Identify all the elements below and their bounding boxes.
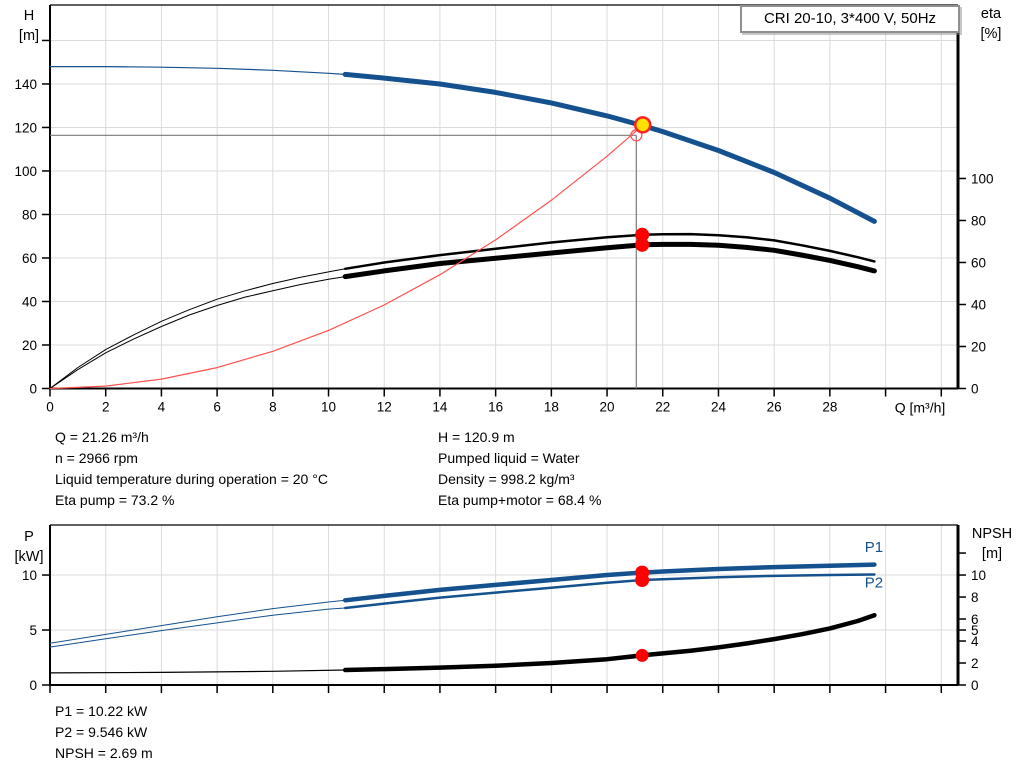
svg-text:5: 5 xyxy=(971,623,979,638)
svg-text:5: 5 xyxy=(29,623,37,638)
info-p2: P2 = 9.546 kW xyxy=(55,724,148,740)
svg-text:20: 20 xyxy=(600,400,615,415)
power-info: P1 = 10.22 kW P2 = 9.546 kW NPSH = 2.69 … xyxy=(55,701,153,764)
svg-text:12: 12 xyxy=(377,400,392,415)
svg-text:6: 6 xyxy=(971,612,979,627)
svg-text:10: 10 xyxy=(321,400,336,415)
h-axis-title-unit: [m] xyxy=(18,28,40,44)
p-axis-title-unit: [kW] xyxy=(14,549,44,565)
svg-text:P2: P2 xyxy=(865,575,883,592)
info-eta-pump: Eta pump = 73.2 % xyxy=(55,492,175,508)
svg-text:60: 60 xyxy=(22,251,37,266)
svg-text:14: 14 xyxy=(432,400,448,415)
svg-text:20: 20 xyxy=(22,338,37,353)
svg-text:80: 80 xyxy=(22,207,37,222)
svg-text:28: 28 xyxy=(822,400,837,415)
info-head: H = 120.9 m xyxy=(438,429,515,445)
svg-text:20: 20 xyxy=(971,339,986,354)
svg-text:0: 0 xyxy=(971,678,979,693)
npsh-axis-title: NPSH [m] xyxy=(962,524,1022,564)
svg-text:120: 120 xyxy=(14,120,37,135)
h-axis-title-symbol: H xyxy=(23,8,35,24)
svg-text:2: 2 xyxy=(971,656,979,671)
info-npsh: NPSH = 2.69 m xyxy=(55,745,153,761)
svg-text:40: 40 xyxy=(22,294,37,309)
info-p1: P1 = 10.22 kW xyxy=(55,703,148,719)
svg-text:10: 10 xyxy=(22,568,37,583)
svg-text:10: 10 xyxy=(971,568,986,583)
svg-text:140: 140 xyxy=(14,77,37,92)
info-eta-pump-motor: Eta pump+motor = 68.4 % xyxy=(438,492,602,508)
svg-text:24: 24 xyxy=(711,400,727,415)
svg-text:4: 4 xyxy=(158,400,166,415)
svg-text:100: 100 xyxy=(14,164,37,179)
pump-title-box: CRI 20-10, 3*400 V, 50Hz xyxy=(740,5,960,33)
info-speed: n = 2966 rpm xyxy=(55,450,138,466)
svg-text:80: 80 xyxy=(971,213,986,228)
svg-text:6: 6 xyxy=(213,400,221,415)
svg-text:22: 22 xyxy=(655,400,670,415)
eta-axis-title-symbol: eta xyxy=(980,6,1002,22)
svg-text:0: 0 xyxy=(29,382,37,397)
svg-text:16: 16 xyxy=(488,400,503,415)
svg-text:P1: P1 xyxy=(865,539,883,556)
p-axis-title: P [kW] xyxy=(6,527,52,567)
npsh-axis-title-unit: [m] xyxy=(981,546,1003,562)
svg-text:8: 8 xyxy=(269,400,277,415)
svg-text:18: 18 xyxy=(544,400,559,415)
svg-text:40: 40 xyxy=(971,297,986,312)
svg-text:4: 4 xyxy=(971,634,979,649)
p-axis-title-symbol: P xyxy=(24,529,34,545)
svg-text:0: 0 xyxy=(46,400,54,415)
svg-text:Q [m³/h]: Q [m³/h] xyxy=(895,400,946,416)
svg-text:0: 0 xyxy=(971,382,979,397)
eta-axis-title: eta [%] xyxy=(966,4,1016,44)
info-liquid-temperature: Liquid temperature during operation = 20… xyxy=(55,471,328,487)
eta-axis-title-unit: [%] xyxy=(980,26,1002,42)
duty-info-left: Q = 21.26 m³/h n = 2966 rpm Liquid tempe… xyxy=(55,427,328,511)
svg-text:60: 60 xyxy=(971,255,986,270)
info-density: Density = 998.2 kg/m³ xyxy=(438,471,575,487)
info-flow: Q = 21.26 m³/h xyxy=(55,429,149,445)
svg-text:26: 26 xyxy=(767,400,782,415)
svg-text:8: 8 xyxy=(971,590,979,605)
svg-text:2: 2 xyxy=(102,400,110,415)
duty-info-right: H = 120.9 m Pumped liquid = Water Densit… xyxy=(438,427,601,511)
info-pumped-liquid: Pumped liquid = Water xyxy=(438,450,580,466)
npsh-axis-title-symbol: NPSH xyxy=(971,526,1013,542)
svg-text:0: 0 xyxy=(29,678,37,693)
svg-text:100: 100 xyxy=(971,171,994,186)
h-axis-title: H [m] xyxy=(6,6,52,46)
